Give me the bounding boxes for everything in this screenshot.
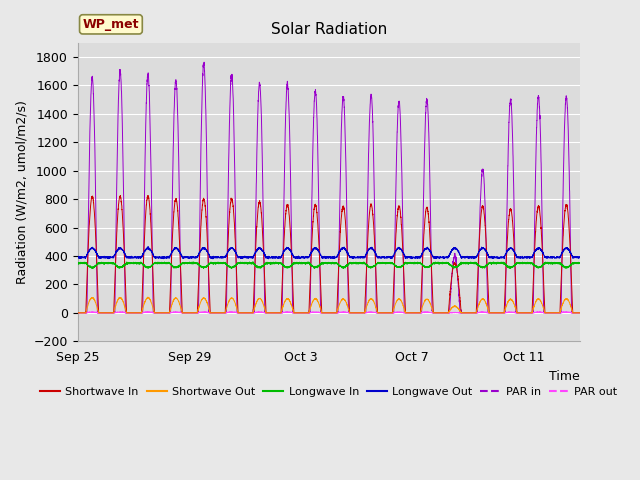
Legend: Shortwave In, Shortwave Out, Longwave In, Longwave Out, PAR in, PAR out: Shortwave In, Shortwave Out, Longwave In… — [35, 383, 622, 401]
X-axis label: Time: Time — [549, 370, 580, 383]
Title: Solar Radiation: Solar Radiation — [271, 23, 387, 37]
Text: WP_met: WP_met — [83, 18, 139, 31]
Y-axis label: Radiation (W/m2, umol/m2/s): Radiation (W/m2, umol/m2/s) — [15, 100, 28, 284]
